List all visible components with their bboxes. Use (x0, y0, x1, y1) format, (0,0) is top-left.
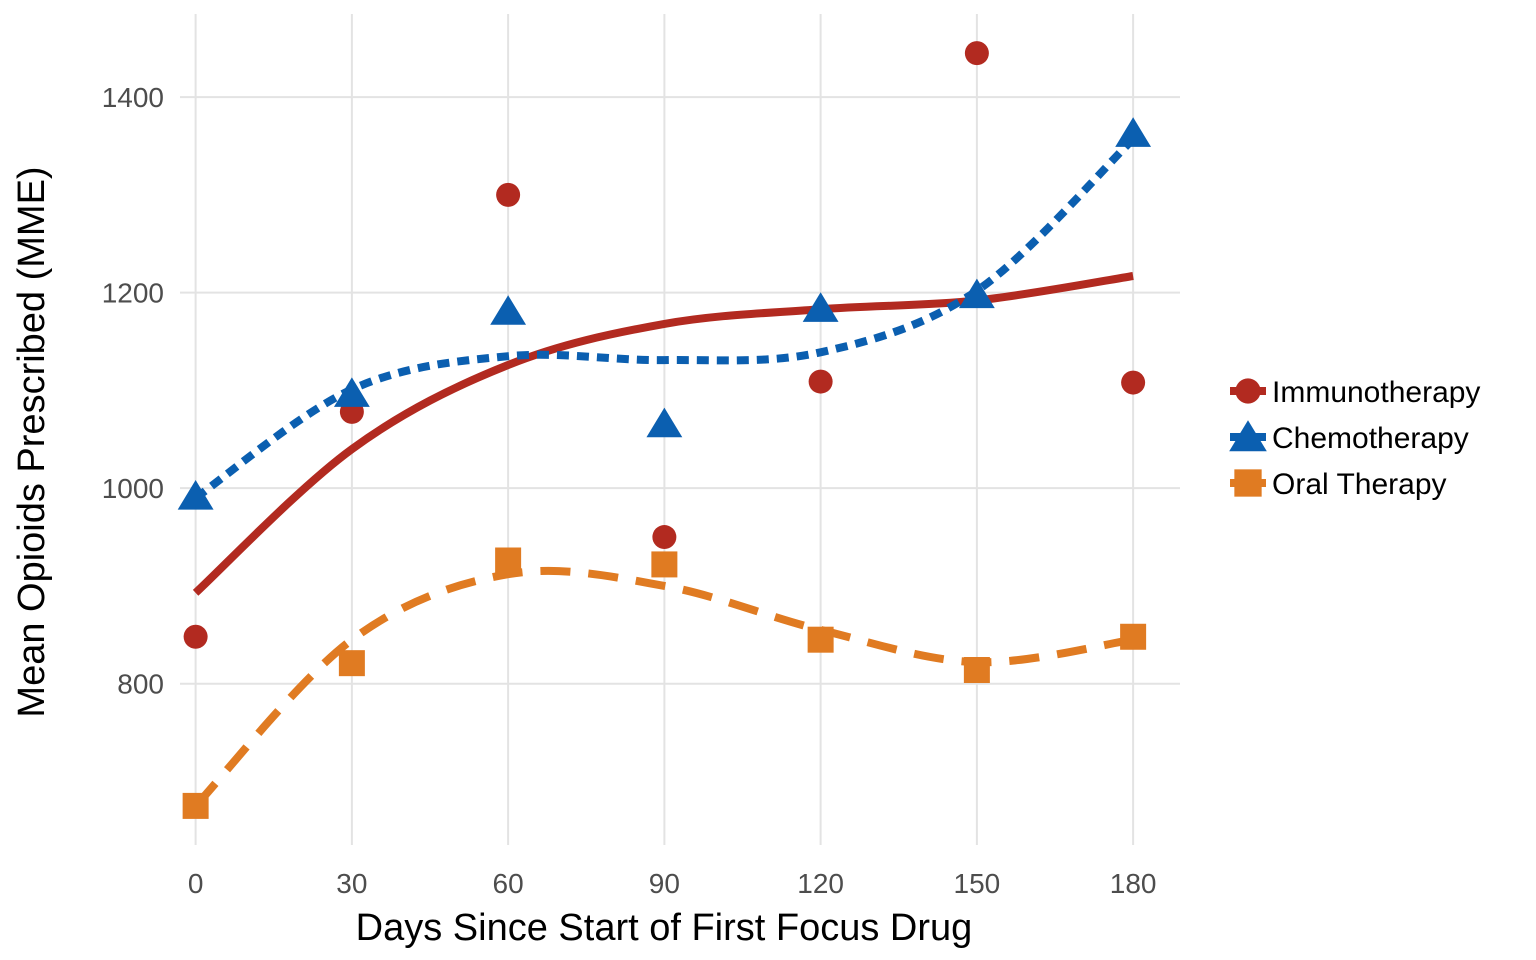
x-tick-label: 60 (493, 868, 524, 899)
chemotherapy-point (958, 278, 995, 309)
immunotherapy-point (808, 369, 833, 394)
x-axis-title: Days Since Start of First Focus Drug (356, 907, 973, 949)
immunotherapy-point (183, 624, 208, 649)
oral-therapy-point (963, 657, 990, 684)
immunotherapy-point (496, 182, 521, 207)
chemotherapy-point (1115, 117, 1152, 147)
chemotherapy-point (802, 292, 839, 322)
oral-therapy-point (651, 551, 678, 578)
legend-label-oral-therapy: Oral Therapy (1272, 468, 1447, 501)
x-tick-label: 180 (1110, 868, 1157, 899)
x-tick-label: 120 (797, 868, 844, 899)
y-tick-label: 1200 (102, 278, 164, 309)
x-tick-label: 150 (954, 868, 1001, 899)
legend-key-marker-chemotherapy (1229, 420, 1267, 452)
x-tick-label: 30 (336, 868, 367, 899)
oral-therapy-point (495, 547, 522, 574)
data-points (177, 41, 1152, 819)
axis-ticks: 0 30 60 90 120 150 180 800 1000 1200 1400 (102, 82, 1157, 899)
oral-therapy-point (182, 792, 209, 819)
legend-key-marker-oral-therapy (1234, 469, 1262, 497)
grid-lines (180, 14, 1180, 845)
immunotherapy-point (1121, 370, 1146, 395)
oral-therapy-point (1120, 623, 1147, 650)
legend-label-immunotherapy: Immunotherapy (1272, 376, 1480, 409)
chemotherapy-point (177, 479, 214, 510)
x-tick-label: 0 (188, 868, 204, 899)
oral-therapy-point (807, 626, 834, 653)
immunotherapy-point (652, 525, 677, 550)
legend-key-marker-immunotherapy (1235, 378, 1261, 404)
y-tick-label: 1000 (102, 473, 164, 504)
oral-therapy-point (338, 650, 365, 677)
y-tick-label: 800 (117, 669, 164, 700)
y-axis-title: Mean Opioids Prescribed (MME) (11, 166, 53, 717)
legend: Immunotherapy Chemotherapy Oral Therapy (1229, 376, 1480, 501)
x-tick-label: 90 (649, 868, 680, 899)
legend-label-chemotherapy: Chemotherapy (1272, 422, 1469, 455)
y-tick-label: 1400 (102, 82, 164, 113)
immunotherapy-point (964, 41, 989, 66)
chemotherapy-point (490, 295, 527, 325)
chemotherapy-point (333, 377, 370, 407)
chemotherapy-point (646, 407, 683, 438)
